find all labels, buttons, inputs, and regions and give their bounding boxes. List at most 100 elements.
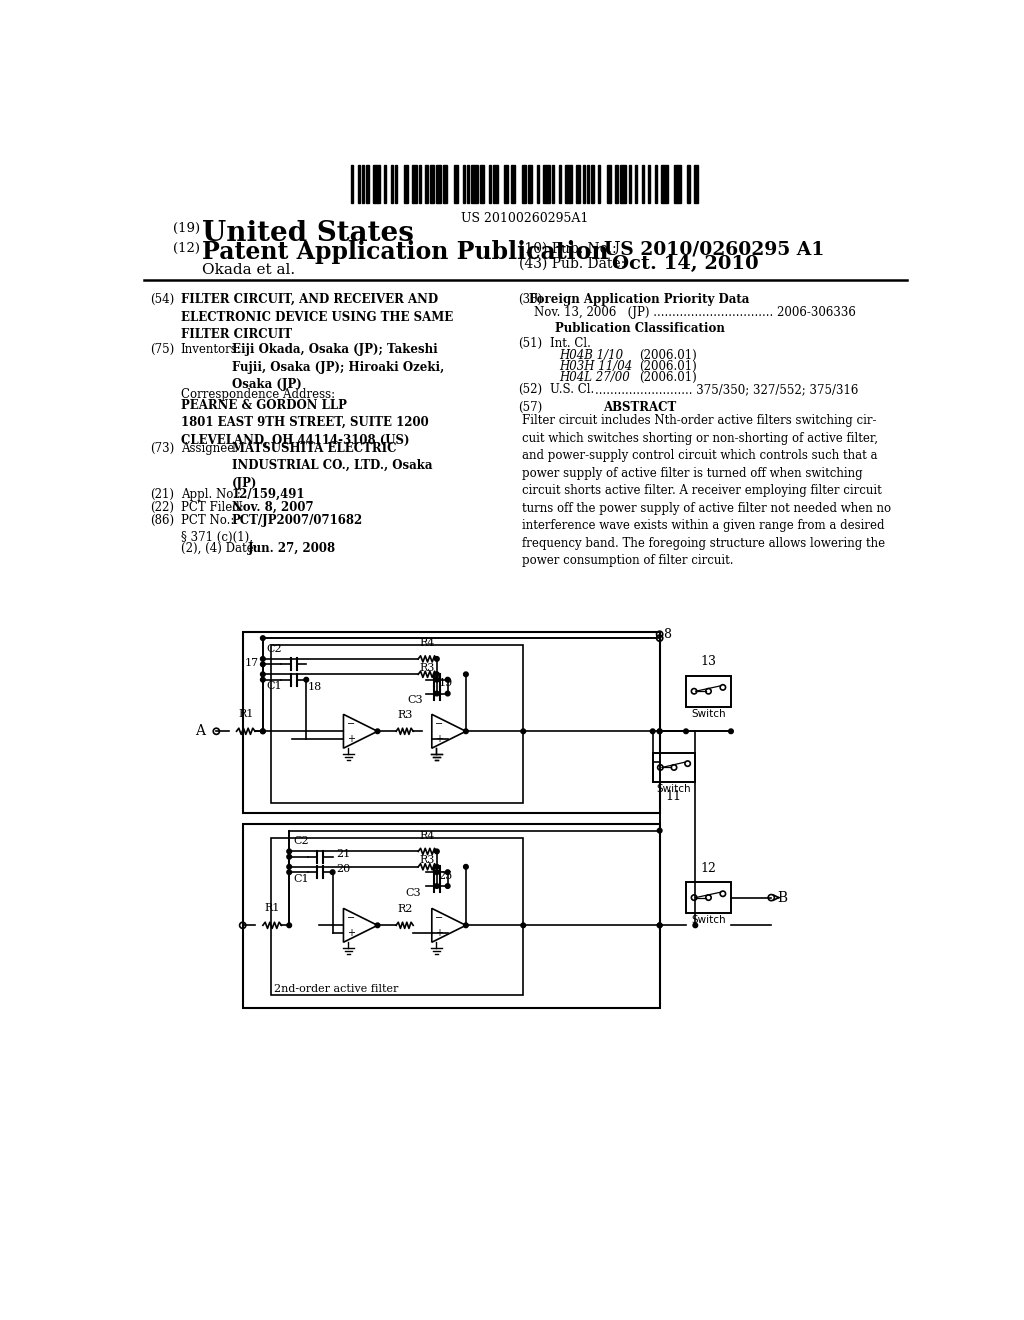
Bar <box>436 165 440 203</box>
Text: Nov. 13, 2006   (JP) ................................ 2006-306336: Nov. 13, 2006 (JP) .....................… <box>535 306 856 319</box>
Text: (12): (12) <box>173 242 200 255</box>
Bar <box>620 165 627 203</box>
Text: (52): (52) <box>518 383 543 396</box>
Text: Assignee:: Assignee: <box>180 442 238 455</box>
Circle shape <box>521 729 525 734</box>
Text: (51): (51) <box>518 337 543 350</box>
Bar <box>504 165 509 203</box>
Text: 2nd-order active filter: 2nd-order active filter <box>273 983 398 994</box>
Bar <box>494 165 498 203</box>
Text: US 20100260295A1: US 20100260295A1 <box>461 213 589 226</box>
Bar <box>577 165 581 203</box>
Circle shape <box>287 854 292 859</box>
Circle shape <box>434 870 439 875</box>
Circle shape <box>464 672 468 677</box>
Circle shape <box>260 672 265 677</box>
Bar <box>544 165 550 203</box>
Bar <box>559 165 561 203</box>
Text: PCT Filed:: PCT Filed: <box>180 502 244 513</box>
Circle shape <box>434 672 439 677</box>
Text: United States: United States <box>202 220 414 247</box>
Bar <box>271 645 523 803</box>
Bar <box>537 165 539 203</box>
Text: Switch: Switch <box>691 709 726 719</box>
Text: Nov. 8, 2007: Nov. 8, 2007 <box>231 502 313 513</box>
Bar <box>686 882 731 913</box>
Text: (2006.01): (2006.01) <box>640 350 697 363</box>
Text: .......................... 375/350; 327/552; 375/316: .......................... 375/350; 327/… <box>595 383 858 396</box>
Text: (57): (57) <box>518 401 543 414</box>
Text: H04L 27/00: H04L 27/00 <box>559 371 630 384</box>
Text: R3: R3 <box>397 710 413 719</box>
Bar <box>615 165 617 203</box>
Text: 12/159,491: 12/159,491 <box>231 488 305 502</box>
Text: Jun. 27, 2008: Jun. 27, 2008 <box>248 543 336 554</box>
Circle shape <box>464 729 468 734</box>
Circle shape <box>434 884 439 888</box>
Bar <box>419 165 421 203</box>
Text: 20: 20 <box>337 865 351 874</box>
Text: (43) Pub. Date:: (43) Pub. Date: <box>518 256 625 271</box>
Text: −: − <box>346 718 354 729</box>
Circle shape <box>331 870 335 875</box>
Bar <box>635 165 637 203</box>
Bar <box>606 165 611 203</box>
Text: PCT No.:: PCT No.: <box>180 515 234 527</box>
Text: Correspondence Address:: Correspondence Address: <box>180 388 335 401</box>
Bar <box>395 165 397 203</box>
Text: (30): (30) <box>518 293 543 306</box>
Text: Publication Classification: Publication Classification <box>555 322 724 335</box>
Circle shape <box>657 923 662 928</box>
Bar <box>652 752 695 781</box>
Text: (10) Pub. No.:: (10) Pub. No.: <box>518 242 616 256</box>
Bar <box>443 165 447 203</box>
Text: (86): (86) <box>150 515 174 527</box>
Text: 13: 13 <box>700 655 717 668</box>
Text: R4: R4 <box>420 638 435 648</box>
Bar <box>271 838 523 995</box>
Text: (22): (22) <box>150 502 174 513</box>
Circle shape <box>375 923 380 928</box>
Text: Oct. 14, 2010: Oct. 14, 2010 <box>612 255 759 273</box>
Text: 21: 21 <box>337 849 351 859</box>
Text: C2: C2 <box>293 836 308 846</box>
Text: (2006.01): (2006.01) <box>640 360 697 374</box>
Circle shape <box>434 677 439 682</box>
Text: 25: 25 <box>438 871 453 880</box>
Bar <box>629 165 631 203</box>
Bar <box>243 825 659 1007</box>
Text: Inventors:: Inventors: <box>180 343 242 356</box>
Text: C3: C3 <box>406 887 421 898</box>
Bar <box>430 165 434 203</box>
Circle shape <box>260 677 265 682</box>
Text: R1: R1 <box>264 903 280 913</box>
Text: § 371 (c)(1),: § 371 (c)(1), <box>180 531 253 544</box>
Bar <box>488 165 490 203</box>
Text: −: − <box>346 912 354 923</box>
Bar <box>362 165 365 203</box>
Circle shape <box>464 865 468 869</box>
Bar <box>662 165 668 203</box>
Text: (19): (19) <box>173 222 200 235</box>
Bar <box>480 165 484 203</box>
Text: (75): (75) <box>150 343 174 356</box>
Text: Int. Cl.: Int. Cl. <box>550 337 591 350</box>
Text: ABSTRACT: ABSTRACT <box>603 401 676 414</box>
Text: (73): (73) <box>150 442 174 455</box>
Bar <box>642 165 644 203</box>
Circle shape <box>260 663 265 667</box>
Text: R3: R3 <box>420 663 435 673</box>
Text: −: − <box>435 912 443 923</box>
Bar <box>425 165 428 203</box>
Text: A: A <box>195 725 205 738</box>
Bar <box>694 165 698 203</box>
Bar <box>687 165 690 203</box>
Circle shape <box>287 870 292 875</box>
Text: C1: C1 <box>293 874 308 883</box>
Bar <box>373 165 380 203</box>
Bar <box>648 165 650 203</box>
Text: C3: C3 <box>408 696 423 705</box>
Text: +: + <box>435 928 443 939</box>
Circle shape <box>684 729 688 734</box>
Bar <box>413 165 417 203</box>
